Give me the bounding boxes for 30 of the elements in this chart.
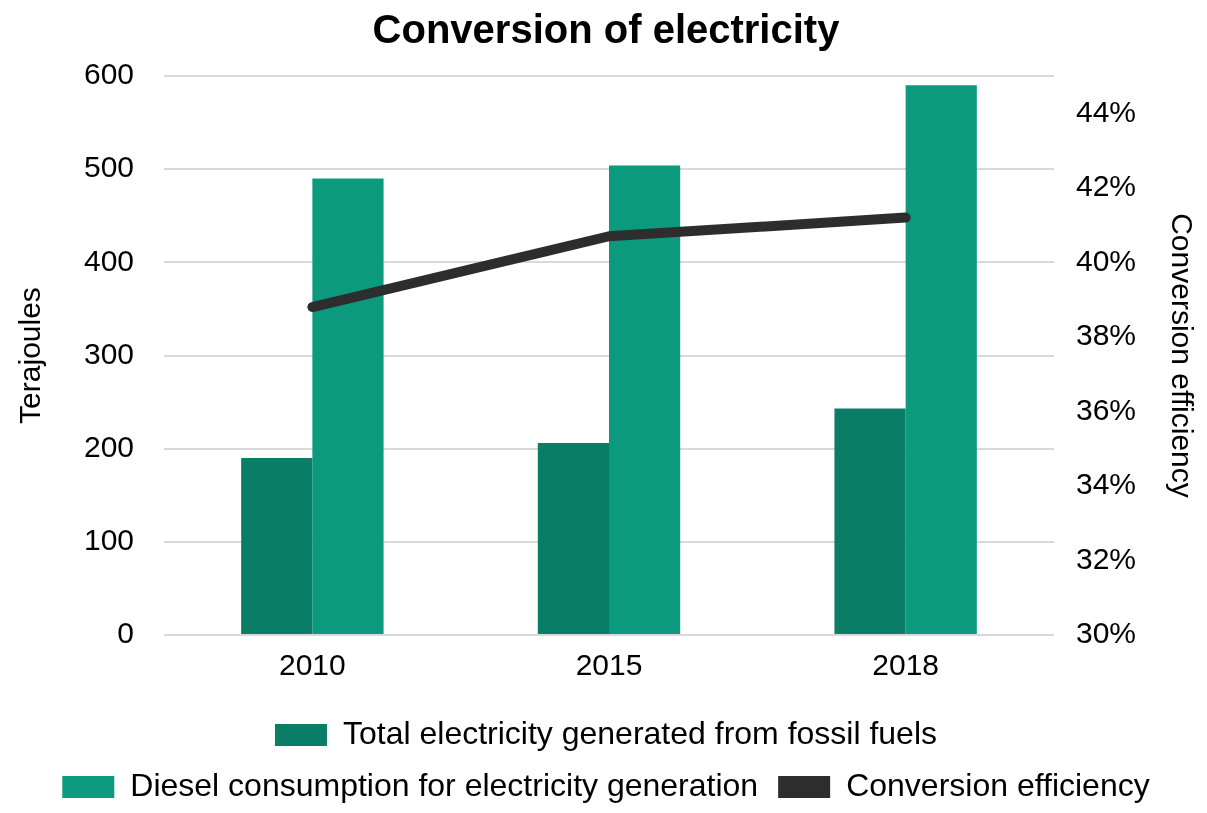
- bar: [241, 457, 313, 634]
- y-axis-title: Terajoules: [13, 287, 47, 424]
- y2-tick-label: 34%: [1075, 467, 1136, 501]
- y-tick-label: 500: [83, 150, 135, 184]
- bar: [609, 165, 681, 634]
- legend-label: Conversion efficiency: [846, 766, 1150, 803]
- y2-axis-title: Conversion efficiency: [1165, 213, 1199, 498]
- chart-title: Conversion of electricity: [372, 7, 841, 52]
- y-tick-label: 200: [83, 429, 135, 463]
- y2-tick-label: 30%: [1075, 616, 1136, 650]
- y-tick-label: 0: [117, 616, 135, 650]
- bar: [834, 408, 906, 634]
- x-tick-label: 2018: [872, 648, 940, 682]
- y-tick-label: 400: [83, 243, 135, 277]
- legend-label: Diesel consumption for electricity generation: [130, 766, 759, 803]
- y-tick-label: 100: [83, 523, 135, 557]
- legend-label: Total electricity generated from fossil fuels: [342, 714, 938, 751]
- y2-tick-label: 40%: [1075, 243, 1136, 277]
- bar: [312, 178, 384, 634]
- y2-tick-label: 42%: [1075, 169, 1136, 203]
- x-tick-label: 2010: [279, 648, 346, 682]
- bar: [905, 85, 977, 634]
- y2-tick-label: 36%: [1075, 392, 1136, 426]
- y2-tick-label: 38%: [1075, 318, 1136, 352]
- y-tick-label: 600: [83, 57, 135, 91]
- x-tick-label: 2015: [575, 648, 643, 682]
- y-tick-label: 300: [83, 336, 135, 370]
- y2-tick-label: 32%: [1075, 541, 1136, 575]
- bar: [537, 443, 610, 634]
- y2-tick-label: 44%: [1075, 94, 1136, 128]
